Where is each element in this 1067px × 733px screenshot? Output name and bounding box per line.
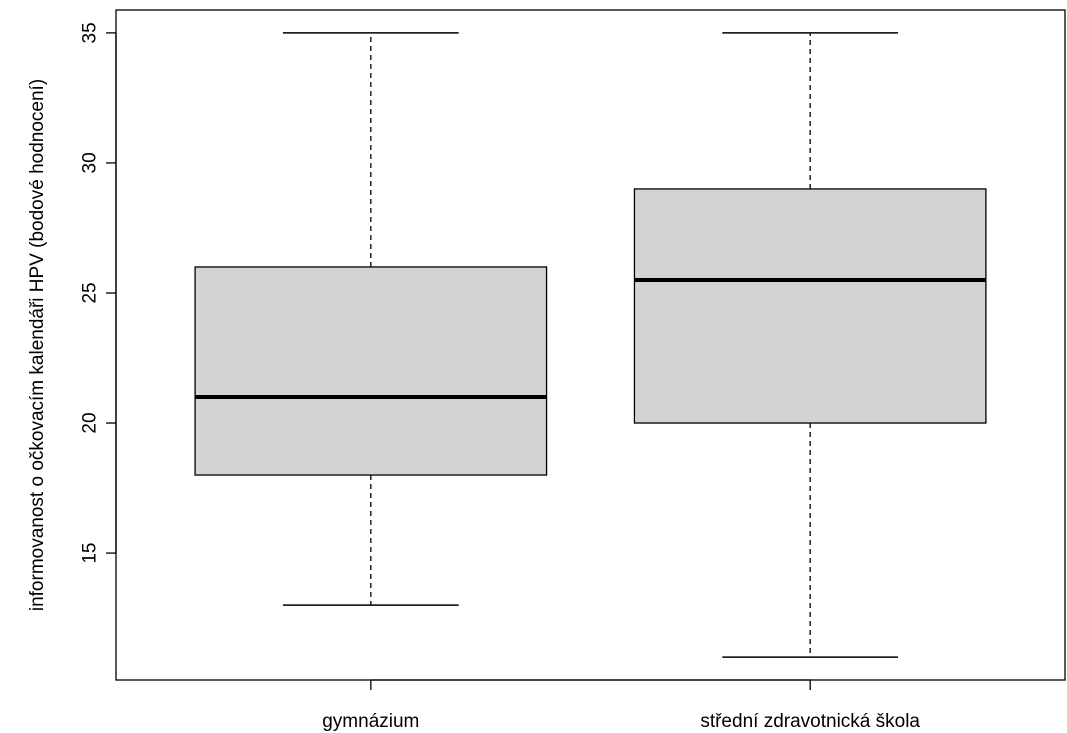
box-1 <box>194 32 548 606</box>
box-2 <box>633 32 987 658</box>
y-axis-title: informovanost o očkovacím kalendáři HPV … <box>27 79 48 611</box>
y-tick-label: 15 <box>80 543 101 564</box>
y-axis: 15 20 25 30 35 <box>80 22 117 564</box>
iqr-box <box>633 188 987 424</box>
y-tick-label: 20 <box>80 412 101 433</box>
iqr-box <box>194 266 548 476</box>
y-tick-label: 30 <box>80 152 101 173</box>
y-tick-label: 25 <box>80 282 101 303</box>
x-axis: gymnázium střední zdravotnická škola <box>322 679 920 732</box>
y-tick-label: 35 <box>80 22 101 43</box>
plot-marks <box>194 32 987 658</box>
x-tick-label: střední zdravotnická škola <box>700 711 920 732</box>
x-tick-label: gymnázium <box>322 711 419 732</box>
